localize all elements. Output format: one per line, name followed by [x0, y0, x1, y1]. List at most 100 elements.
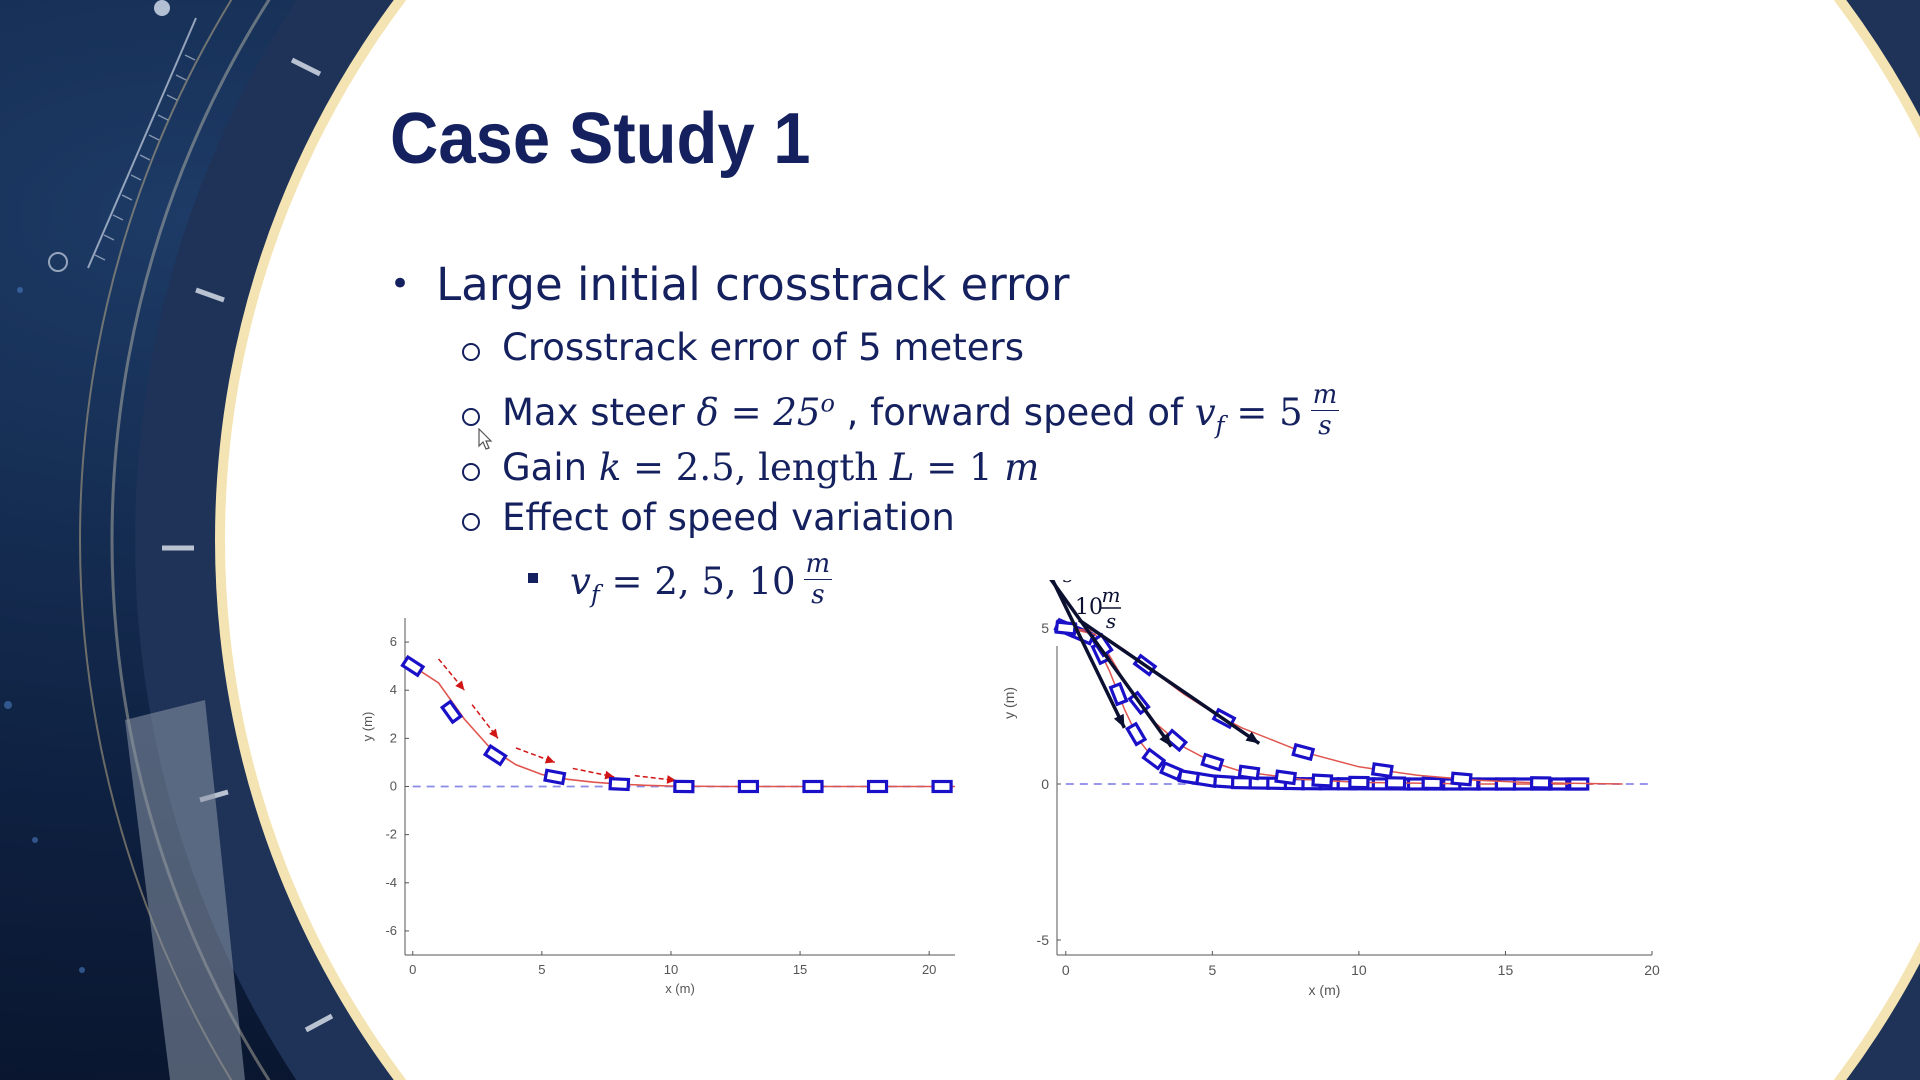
circle-bullet-icon: [462, 342, 480, 361]
speed-subscript: f: [1215, 411, 1225, 440]
sub-bullet-1-text: Crosstrack error of 5 meters: [502, 326, 1024, 369]
x-tick-label: 10: [1351, 962, 1367, 978]
bullet-dot-icon: •: [390, 264, 411, 304]
annotation-fraction-denominator: s: [1063, 580, 1073, 587]
speed-value: = 5: [1224, 391, 1303, 434]
sub-bullet-2-prefix: Max steer: [502, 391, 697, 434]
vehicle-marker: [1450, 771, 1473, 787]
circle-bullet-icon: [462, 407, 480, 426]
y-tick-label: 0: [390, 779, 397, 794]
gain-value: = 2.5, length: [621, 446, 890, 489]
y-tick-label: -2: [385, 827, 397, 842]
vehicle-marker: [400, 654, 426, 678]
fraction-denominator: s: [1318, 411, 1332, 441]
chart-single-speed: 6 4 2 0 -2 -4 -6 0 5 10 15 20 x (m) y (m): [350, 600, 970, 1014]
y-tick-label: -6: [385, 923, 397, 938]
direction-arrowhead: [544, 755, 555, 764]
vehicle-marker: [482, 743, 508, 767]
annotation-arrowhead: [1245, 731, 1260, 744]
x-tick-label: 5: [1208, 962, 1216, 978]
annotation-fraction-numerator: m: [1102, 583, 1121, 607]
annotation-speed-value: 10: [1075, 595, 1103, 620]
sub-bullet-1: Crosstrack error of 5 meters: [462, 326, 1024, 369]
circle-bullet-icon: [462, 512, 480, 531]
sub-bullet-2-middle: , forward speed of: [834, 391, 1195, 434]
gain-variable: k: [598, 446, 622, 489]
slide-title: Case Study 1: [390, 99, 811, 179]
sub-bullet-4-text: Effect of speed variation: [502, 496, 955, 539]
vehicle-marker: [866, 779, 889, 794]
vehicle-marker: [802, 779, 824, 794]
steer-equation: δ = 25: [696, 391, 821, 434]
vehicle-marker: [543, 768, 567, 786]
x-tick-label: 15: [793, 962, 807, 977]
bullet-main: • Large initial crosstrack error: [390, 258, 1069, 311]
annotation-arrowhead: [1159, 732, 1172, 747]
x-tick-label: 0: [409, 962, 416, 977]
mouse-cursor-icon: [478, 428, 493, 450]
vehicle-marker: [1529, 776, 1552, 790]
speed-variable: v: [570, 560, 591, 603]
vehicle-marker: [1125, 721, 1148, 747]
annotation-arrowhead: [1113, 713, 1125, 728]
vehicle-path: [412, 665, 955, 788]
speed-values: = 2, 5, 10: [599, 560, 796, 603]
y-tick-label: 0: [1041, 776, 1049, 792]
x-tick-label: 0: [1062, 962, 1070, 978]
sub-bullet-2: Max steer δ = 25o , forward speed of vf …: [462, 380, 1340, 445]
vehicle-marker: [1291, 742, 1316, 762]
y-axis-label: y (m): [1001, 687, 1017, 719]
vehicle-marker: [1370, 762, 1394, 779]
y-tick-label: -5: [1037, 932, 1050, 948]
x-tick-label: 20: [922, 962, 936, 977]
length-variable: L: [889, 446, 915, 489]
y-tick-label: 5: [1041, 620, 1049, 636]
vehicle-marker: [1274, 769, 1297, 786]
sub-bullet-3: Gain k = 2.5, length L = 1 m: [462, 446, 1039, 489]
vehicle-marker: [673, 779, 695, 794]
circle-bullet-icon: [462, 462, 480, 481]
vehicle-marker: [1230, 775, 1253, 790]
y-tick-label: 2: [390, 730, 397, 745]
fraction-denominator: s: [811, 580, 825, 610]
x-tick-label: 15: [1498, 962, 1514, 978]
fraction-numerator: m: [1310, 380, 1340, 411]
x-tick-label: 20: [1644, 962, 1660, 978]
vehicle-marker: [1384, 776, 1407, 790]
x-axis-label: x (m): [665, 981, 695, 996]
y-axis-label: y (m): [360, 712, 375, 742]
vehicle-marker: [1494, 777, 1517, 791]
direction-arrowhead: [489, 728, 498, 739]
x-tick-label: 10: [664, 962, 678, 977]
vehicle-marker: [1108, 681, 1129, 707]
annotation-arrow: [1078, 618, 1261, 745]
annotation-arrow: [1045, 572, 1173, 748]
x-axis-label: x (m): [1309, 982, 1341, 998]
vehicle-marker: [1200, 752, 1225, 772]
y-tick-label: 4: [390, 682, 397, 697]
square-bullet-icon: [528, 572, 538, 583]
annotation-fraction-denominator: s: [1106, 609, 1116, 633]
sub-bullet-3-prefix: Gain: [502, 446, 599, 489]
vehicle-marker: [608, 777, 631, 792]
vehicle-marker: [1237, 764, 1261, 781]
speed-subscript: f: [590, 580, 600, 609]
vehicle-marker: [931, 779, 953, 794]
y-tick-label: 6: [390, 634, 397, 649]
sub-bullet-4: Effect of speed variation: [462, 496, 955, 539]
vehicle-marker: [737, 779, 760, 794]
vehicle-marker: [1141, 747, 1167, 771]
sub-sub-bullet: vf = 2, 5, 10 m s: [528, 549, 833, 614]
vehicle-marker: [1194, 771, 1218, 789]
vehicle-marker: [1163, 728, 1189, 753]
x-tick-label: 5: [538, 962, 545, 977]
length-unit: m: [1004, 446, 1040, 489]
speed-variable: v: [1194, 391, 1216, 434]
length-value: = 1: [914, 446, 1005, 489]
vehicle-marker: [1421, 776, 1443, 791]
